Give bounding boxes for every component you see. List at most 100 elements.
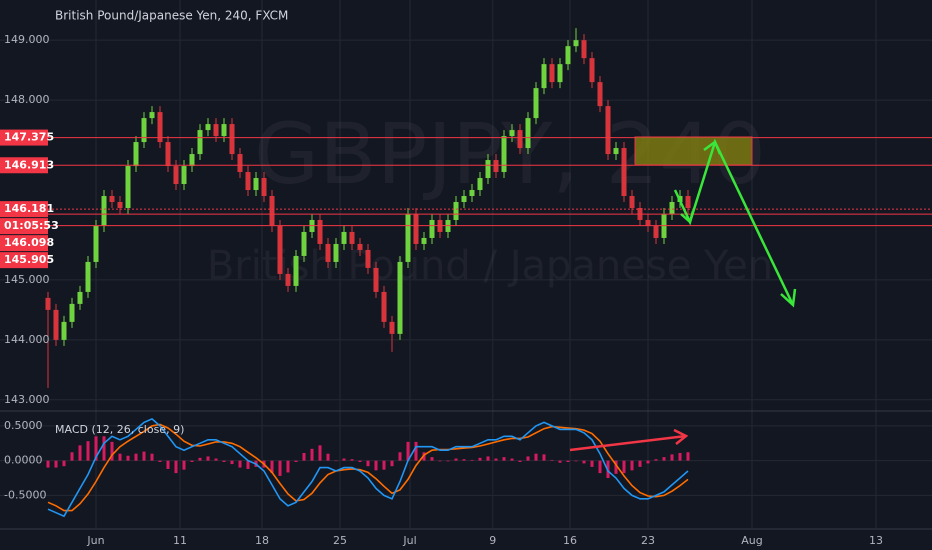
price-label: 147.375 [4,131,54,144]
candle-body [477,178,483,191]
y-tick-label: 0.0000 [4,454,43,467]
projection-arrow [673,138,795,306]
candle-body [45,297,51,310]
price-label: 146.098 [4,236,54,249]
histogram-bar [78,445,82,461]
candle-body [533,88,539,119]
candle-body [581,40,587,59]
histogram-bar [278,460,282,476]
histogram-bar [478,457,482,461]
histogram-bar [302,452,306,461]
histogram-bar [86,441,90,461]
candle-body [269,196,275,226]
candle-body [461,196,467,203]
macd-title: MACD (12, 26, close, 9) [55,423,184,436]
histogram-bar [270,460,274,474]
candle-body [101,196,107,226]
histogram-bar [422,452,426,461]
histogram-bar [686,452,690,461]
price-label-box [0,252,48,269]
histogram-bar [558,460,562,463]
candle-body [573,40,579,47]
histogram-bar [342,458,346,461]
candle-body [173,166,179,185]
histogram-bar [638,460,642,467]
histogram-bar [126,455,130,461]
histogram-bar [414,441,418,461]
candle-body [381,291,387,322]
histogram-bar [166,460,170,469]
histogram-bar [198,457,202,461]
candle-body [213,124,219,137]
histogram-bar [318,445,322,461]
histogram-bar [94,436,98,461]
candle-body [69,303,75,322]
x-tick-label: 23 [641,534,655,547]
price-label-box [0,157,48,174]
axis-labels: Jun 11 18 25 Jul 9 16 23 Aug 13 149.000 148.000 145.… [0,33,883,547]
candle-body [405,213,411,262]
histogram-bar [566,460,570,463]
histogram-bar [542,454,546,461]
candle-body [389,321,395,334]
histogram-bar [502,457,506,461]
candle-body [621,148,627,197]
x-tick-label: 18 [255,534,269,547]
histogram-bar [350,459,354,461]
candle-body [237,154,243,173]
histogram-bar [462,459,466,461]
candle-body [317,219,323,244]
histogram-bar [582,460,586,464]
candle-body [325,243,331,262]
y-tick-label: 149.000 [4,33,50,46]
histogram-bar [206,456,210,461]
candle-body [597,82,603,107]
histogram-bar [158,460,162,463]
x-tick-label: Aug [741,534,762,547]
histogram-bar [654,459,658,461]
arrowhead [673,428,689,445]
histogram-bar [574,460,578,462]
histogram-bar [326,453,330,461]
histogram-bar [534,453,538,461]
histogram-bar [550,459,554,461]
price-label-box [0,235,48,252]
candle-body [589,58,595,83]
candle-body [61,321,67,340]
x-tick-label: 25 [333,534,347,547]
y-tick-label: 0.5000 [4,419,43,432]
candle-body [109,196,115,203]
histogram-bar [230,460,234,465]
candle-body [365,249,371,268]
candle-body [149,112,155,119]
histogram-bar [382,460,386,470]
histogram-bar [62,460,66,467]
candle-body [421,237,427,244]
histogram-bar [662,457,666,461]
histogram-bar [398,452,402,461]
candle-body [293,255,299,286]
y-tick-label: -0.5000 [4,488,46,501]
price-label: 146.181 [4,202,54,215]
histogram-bar [118,453,122,461]
candle-body [93,225,99,262]
candle-body [501,136,507,173]
candle-body [373,267,379,292]
x-tick-label: Jun [86,534,104,547]
y-tick-label: 143.000 [4,393,50,406]
candle-body [493,160,499,173]
x-tick-label: 9 [489,534,496,547]
candle-body [253,178,259,191]
candle-body [669,202,675,214]
histogram-bar [150,453,154,461]
candle-body [333,243,339,262]
histogram-bar [446,460,450,462]
histogram-bar [110,441,114,461]
histogram-bar [494,458,498,461]
candle-body [453,202,459,220]
histogram-bar [238,460,242,468]
histogram-bar [294,460,298,463]
histogram-bar [70,452,74,461]
